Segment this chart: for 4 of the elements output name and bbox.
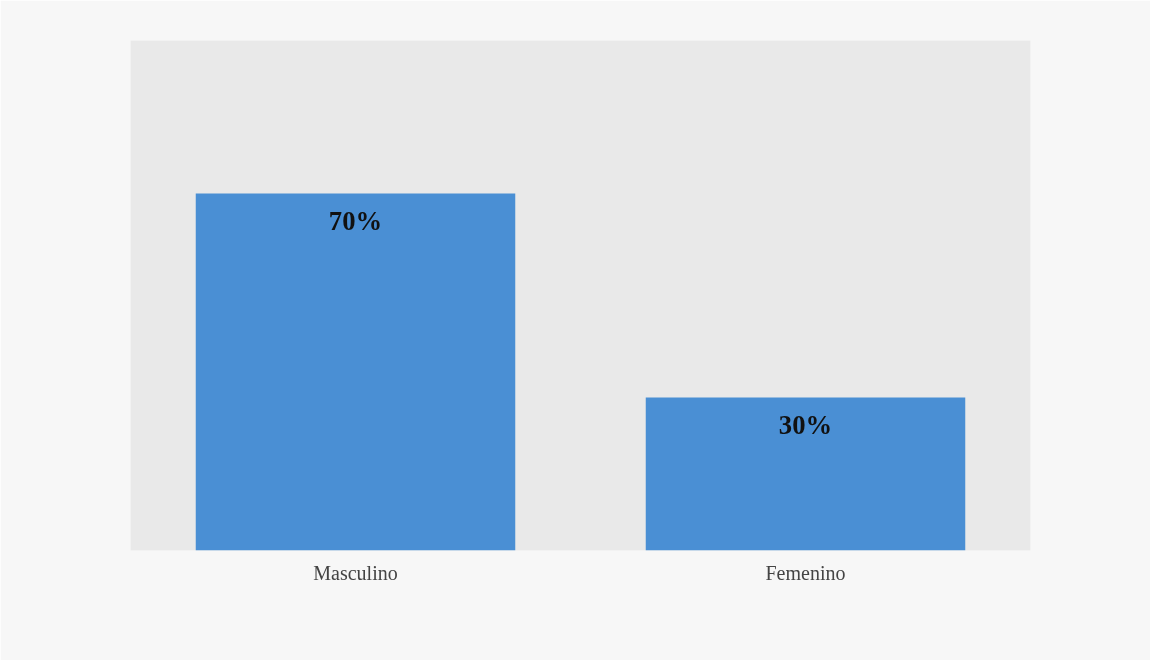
x-tick-label: Femenino [765, 561, 846, 584]
data-label: 30% [778, 409, 833, 440]
data-label: 70% [328, 205, 383, 236]
x-tick-label: Masculino [313, 561, 398, 584]
